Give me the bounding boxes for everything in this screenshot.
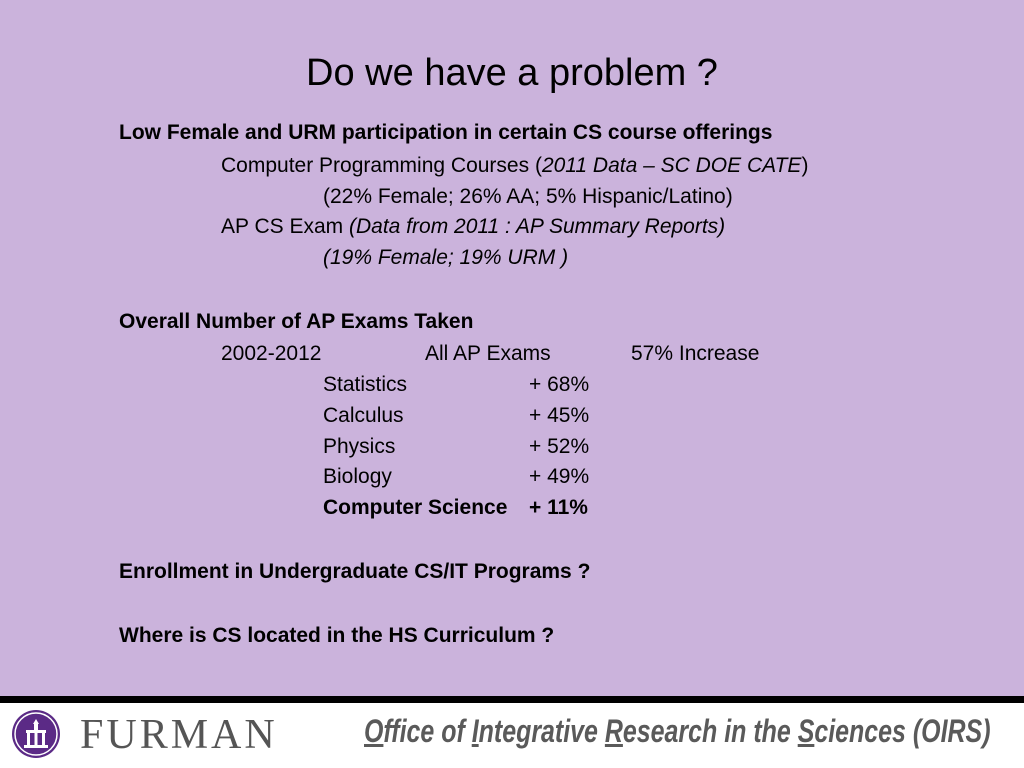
ap-stats: (19% Female; 19% URM ) — [323, 246, 569, 269]
ap-source: (Data from 2011 : AP Summary Reports) — [349, 215, 726, 238]
location-question: Where is CS located in the HS Curriculum… — [119, 624, 555, 647]
subject-name-highlight: Computer Science — [323, 496, 508, 519]
courses-close: ) — [801, 154, 809, 177]
participation-heading: Low Female and URM participation in cert… — [119, 121, 773, 144]
subject-name: Calculus — [323, 404, 404, 427]
enrollment-question: Enrollment in Undergraduate CS/IT Progra… — [119, 560, 591, 583]
courses-label: Computer Programming Courses ( — [221, 154, 542, 177]
furman-seal-icon — [12, 710, 60, 758]
subject-change: + 68% — [529, 373, 590, 396]
subject-change: + 49% — [529, 465, 590, 488]
subject-name: Biology — [323, 465, 392, 488]
furman-wordmark: FURMAN — [80, 712, 278, 758]
slide-background: Do we have a problem ? Low Female and UR… — [0, 0, 1024, 696]
footer-divider — [0, 696, 1024, 703]
ap-all-value: 57% Increase — [631, 342, 760, 365]
oirs-office-name: Office of Integrative Research in the Sc… — [364, 713, 991, 749]
ap-line: AP CS Exam (Data from 2011 : AP Summary … — [221, 215, 725, 239]
ap-exams-heading: Overall Number of AP Exams Taken — [119, 310, 474, 333]
subject-name: Statistics — [323, 373, 408, 396]
courses-source: 2011 Data – SC DOE CATE — [541, 154, 802, 177]
courses-stats: (22% Female; 26% AA; 5% Hispanic/Latino) — [323, 185, 733, 208]
footer-bar: FURMAN Office of Integrative Research in… — [0, 703, 1024, 768]
ap-all-label: All AP Exams — [425, 342, 551, 365]
ap-label: AP CS Exam — [221, 215, 349, 238]
slide-title: Do we have a problem ? — [306, 52, 718, 94]
subject-change-highlight: + 11% — [529, 496, 588, 519]
subject-change: + 52% — [529, 435, 590, 458]
courses-line: Computer Programming Courses (2011 Data … — [221, 154, 808, 178]
ap-period: 2002-2012 — [221, 342, 322, 365]
subject-change: + 45% — [529, 404, 590, 427]
subject-name: Physics — [323, 435, 396, 458]
